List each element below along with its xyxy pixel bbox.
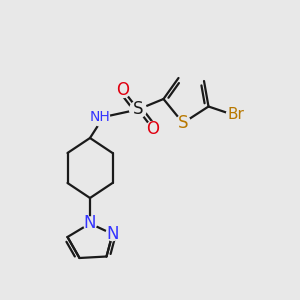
Text: N: N (106, 225, 119, 243)
Circle shape (116, 82, 130, 98)
Text: S: S (133, 100, 143, 118)
Text: N: N (84, 214, 96, 232)
Text: NH: NH (90, 110, 111, 124)
Text: O: O (146, 120, 160, 138)
Circle shape (106, 227, 119, 241)
Text: O: O (116, 81, 130, 99)
Circle shape (130, 101, 146, 118)
Circle shape (146, 122, 160, 136)
Circle shape (176, 116, 190, 130)
Text: S: S (178, 114, 188, 132)
Circle shape (83, 217, 97, 230)
Text: Br: Br (228, 107, 244, 122)
Circle shape (92, 108, 110, 126)
Circle shape (226, 105, 246, 124)
